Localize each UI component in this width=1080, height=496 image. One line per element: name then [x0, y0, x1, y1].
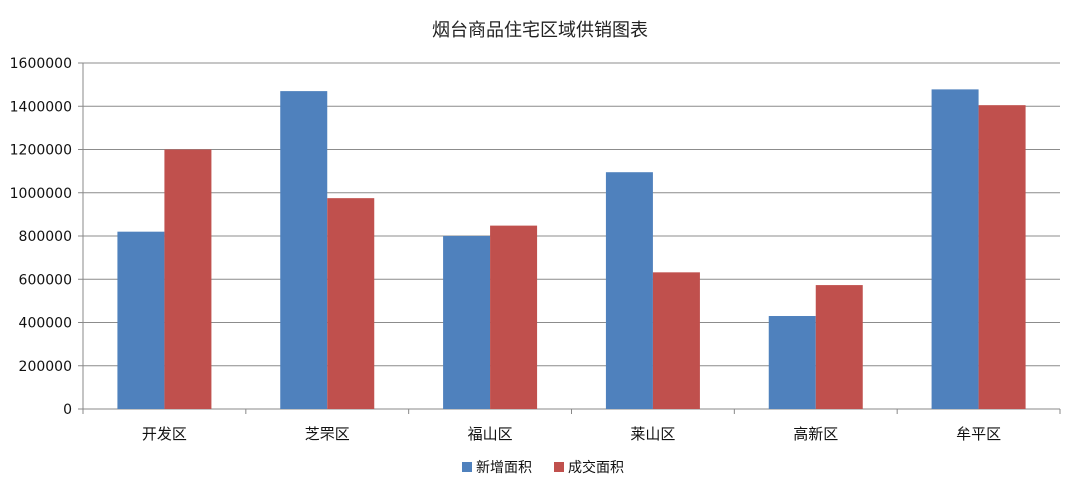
bar-series-2	[164, 149, 212, 409]
bar-series-2	[652, 272, 700, 409]
y-tick-label: 1400000	[10, 99, 72, 115]
y-tick-label: 1200000	[10, 143, 72, 159]
y-axis-ticks: 0 200000 400000 600000 800000 1000000 1200000 1…	[10, 56, 72, 418]
x-category-label: 牟平区	[956, 425, 1001, 443]
y-tick-label: 200000	[19, 359, 72, 375]
bar-series-1	[280, 91, 328, 410]
x-axis: 开发区 芝罘区 福山区 莱山区 高新区 牟平区	[82, 409, 1061, 443]
gridlines	[78, 62, 1060, 410]
bar-series-2	[815, 285, 863, 409]
legend: 新增面积 成交面积	[462, 459, 624, 476]
y-tick-label: 0	[63, 402, 72, 418]
y-tick-label: 600000	[19, 272, 72, 288]
bars	[117, 89, 1026, 410]
bar-series-2	[978, 105, 1026, 409]
bar-series-1	[931, 89, 979, 409]
y-tick-label: 1000000	[10, 186, 72, 202]
legend-label-series-2: 成交面积	[568, 459, 624, 476]
y-tick-label: 800000	[19, 229, 72, 245]
y-tick-label: 1600000	[10, 56, 72, 72]
x-category-label: 莱山区	[630, 425, 675, 443]
bar-series-1	[117, 231, 165, 409]
bar-series-1	[443, 236, 491, 409]
legend-swatch-series-2	[554, 462, 564, 472]
x-category-label: 芝罘区	[305, 425, 350, 443]
y-tick-label: 400000	[19, 316, 72, 332]
x-category-label: 高新区	[793, 425, 838, 443]
chart-title: 烟台商品住宅区域供销图表	[432, 20, 648, 41]
bar-series-1	[768, 316, 816, 409]
legend-label-series-1: 新增面积	[476, 460, 532, 476]
x-category-label: 开发区	[142, 425, 187, 443]
legend-swatch-series-1	[462, 462, 472, 472]
x-category-label: 福山区	[468, 425, 513, 443]
bar-series-1	[605, 172, 653, 409]
bar-series-2	[327, 198, 375, 409]
bar-series-2	[490, 225, 538, 409]
